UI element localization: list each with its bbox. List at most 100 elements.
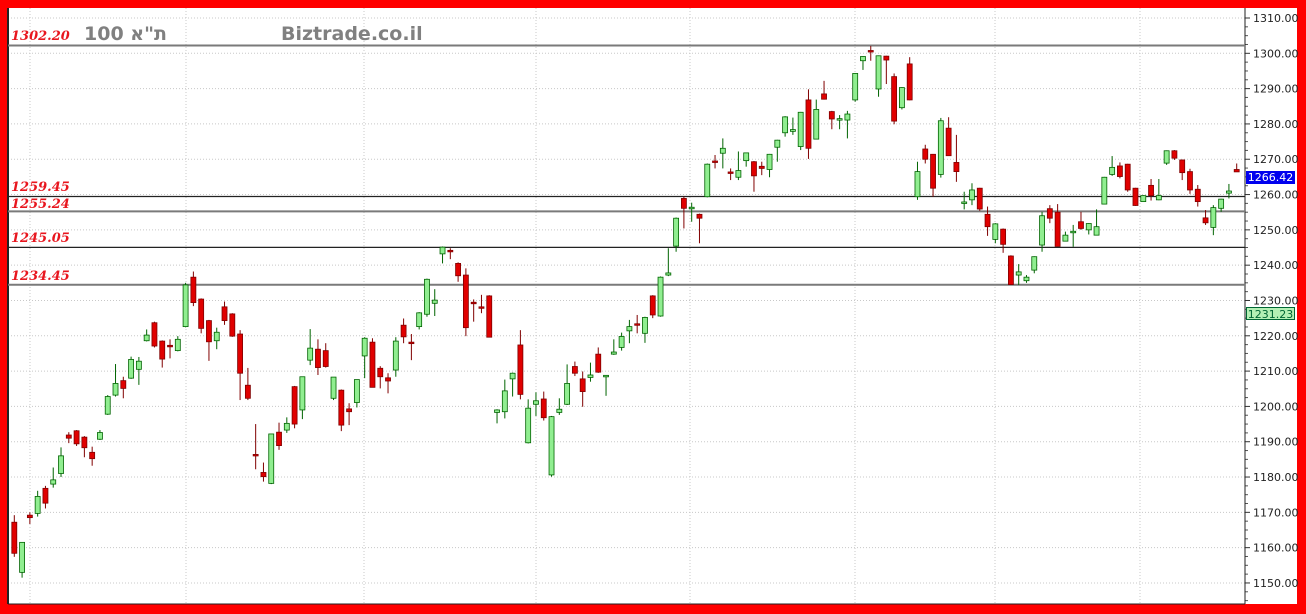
candle-down (1046, 208, 1053, 219)
candle-down (976, 187, 983, 210)
candle-up (665, 272, 672, 276)
level-label: 1302.20 (11, 29, 70, 44)
candle-down (81, 436, 88, 449)
candle-up (307, 347, 314, 361)
candle-down (190, 276, 197, 303)
candle-down (206, 320, 212, 343)
candle-down (906, 63, 913, 101)
candle-down (322, 350, 329, 367)
candle-down (1117, 165, 1123, 177)
candle-down (486, 295, 493, 338)
candle-down (634, 323, 641, 326)
candle-down (696, 213, 703, 219)
level-label: 1259.45 (11, 180, 70, 195)
candle-down (455, 263, 462, 277)
candle-down (579, 378, 586, 392)
candle-up (1155, 195, 1162, 201)
candle-down (805, 99, 812, 149)
candle-down (377, 367, 384, 378)
candle-down (26, 514, 33, 519)
candle-up (556, 408, 563, 413)
candle-down (1233, 169, 1240, 173)
y-tick-label: 1210.00 (1253, 365, 1299, 378)
candle-down (229, 313, 236, 337)
candle-up (836, 118, 843, 121)
candle-up (58, 455, 64, 474)
candle-down (151, 322, 158, 347)
candle-down (1171, 150, 1178, 159)
candle-up (97, 432, 103, 440)
candle-up (439, 246, 446, 255)
candle-down (400, 324, 407, 338)
candle-up (1031, 256, 1038, 271)
candle-up (673, 217, 680, 247)
candle-down (42, 487, 49, 504)
candle-down (1194, 188, 1201, 203)
candle-up (174, 338, 181, 352)
candle-up (642, 317, 648, 334)
y-tick-label: 1270.00 (1253, 153, 1299, 166)
candle-up (875, 55, 882, 90)
candle-down (828, 111, 835, 120)
candle-down (221, 306, 228, 322)
candle-down (237, 333, 243, 374)
candle-up (1140, 195, 1147, 203)
y-tick-label: 1190.00 (1253, 436, 1299, 449)
candle-down (649, 295, 656, 316)
candle-up (1015, 271, 1022, 276)
candle-up (860, 56, 866, 62)
candle-up (626, 326, 633, 332)
candle-down (73, 430, 80, 445)
candle-up (852, 73, 859, 101)
candle-down (891, 76, 898, 122)
candle-down (159, 340, 166, 360)
candle-up (283, 422, 290, 431)
candle-up (1226, 190, 1232, 194)
candle-down (11, 521, 18, 554)
candle-down (89, 451, 96, 460)
candle-up (1093, 226, 1100, 236)
candle-up (299, 376, 306, 411)
candle-down (1054, 211, 1061, 247)
candle-down (338, 389, 345, 426)
candle-up (34, 496, 41, 514)
candle-up (719, 147, 726, 154)
candle-down (680, 198, 687, 209)
candle-up (431, 299, 438, 304)
candle-down (758, 165, 765, 169)
candle-up (1070, 230, 1077, 234)
candle-down (1008, 255, 1014, 285)
y-tick-label: 1220.00 (1253, 330, 1299, 343)
y-tick-label: 1290.00 (1253, 83, 1299, 96)
candle-down (462, 274, 469, 329)
candle-down (346, 408, 352, 413)
candle-down (727, 171, 734, 174)
level-label: 1255.24 (11, 197, 70, 212)
y-tick-label: 1170.00 (1253, 506, 1299, 519)
candle-down (595, 353, 602, 373)
candle-up (330, 376, 337, 399)
candle-up (533, 400, 539, 405)
candle-up (992, 223, 999, 240)
candle-down (385, 377, 391, 382)
candle-down (408, 341, 415, 345)
candle-down (540, 398, 547, 419)
secondary-price-badge: 1231.23 (1246, 307, 1295, 321)
candle-up (548, 416, 555, 476)
candle-up (743, 152, 750, 162)
candle-down (447, 249, 454, 253)
candle-up (112, 383, 119, 396)
candle-down (478, 306, 485, 309)
candle-up (128, 359, 134, 379)
candle-down (1124, 163, 1131, 191)
candle-up (525, 407, 532, 444)
candle-down (712, 160, 718, 163)
candle-down (120, 380, 127, 389)
candle-down (1179, 159, 1186, 174)
candle-up (1101, 176, 1108, 205)
candle-up (1218, 198, 1225, 209)
candle-up (50, 479, 57, 485)
candle-up (416, 312, 423, 328)
candle-up (782, 116, 789, 134)
